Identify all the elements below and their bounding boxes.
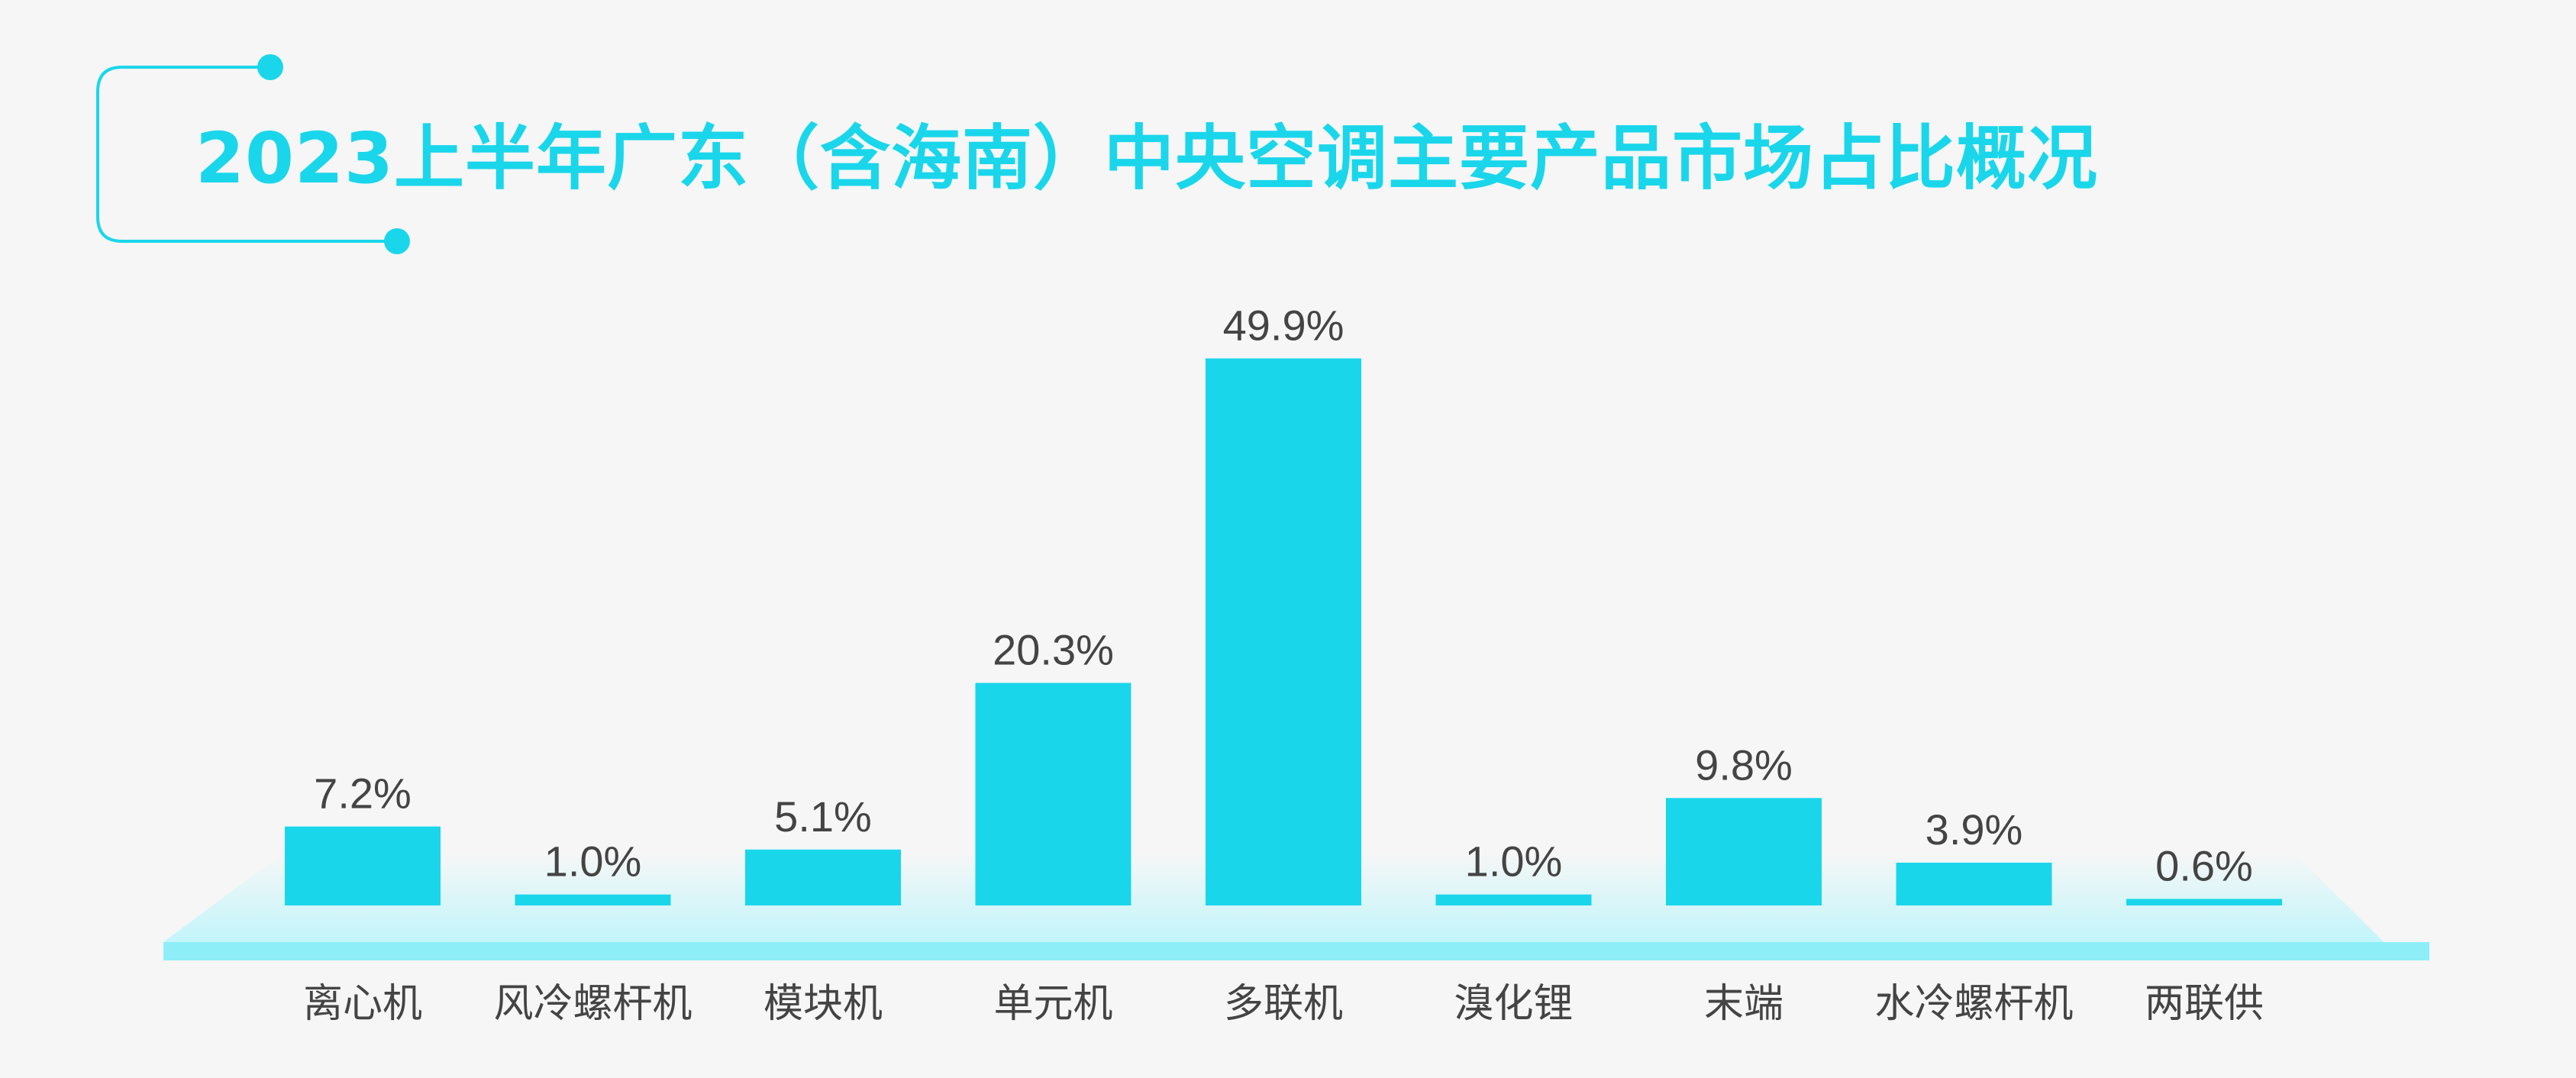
category-labels-group: 离心机 风冷螺杆机 模块机 单元机 多联机 溴化锂 末端 水冷螺杆机 两联供: [303, 981, 2264, 1027]
value-labels-group: 7.2% 1.0% 5.1% 20.3% 49.9% 1.0% 9.8% 3.9% 0.6%: [314, 301, 2253, 889]
value-label-4: 20.3%: [993, 625, 1114, 673]
category-label-3: 模块机: [763, 981, 883, 1027]
value-label-8: 3.9%: [1926, 805, 2023, 854]
value-label-1: 7.2%: [314, 770, 412, 818]
bar-2: [515, 894, 671, 905]
category-label-7: 末端: [1704, 981, 1784, 1027]
value-label-6: 1.0%: [1465, 838, 1563, 886]
bar-4: [975, 683, 1131, 905]
category-label-1: 离心机: [303, 981, 422, 1027]
value-label-2: 1.0%: [544, 838, 642, 886]
chart-title: 2023上半年广东（含海南）中央空调主要产品市场占比概况: [195, 118, 2099, 199]
category-label-6: 溴化锂: [1454, 981, 1573, 1027]
bar-6: [1435, 894, 1592, 905]
value-label-9: 0.6%: [2155, 841, 2253, 889]
category-label-8: 水冷螺杆机: [1874, 981, 2073, 1027]
category-label-2: 风冷螺杆机: [493, 981, 692, 1027]
bar-5: [1206, 358, 1361, 905]
bar-9: [2126, 899, 2282, 905]
bar-8: [1896, 862, 2052, 905]
bar-7: [1666, 798, 1822, 905]
bar-1: [285, 826, 441, 905]
category-label-9: 两联供: [2145, 981, 2264, 1027]
platform-base: [163, 942, 2429, 960]
value-label-5: 49.9%: [1223, 301, 1344, 349]
category-label-5: 多联机: [1224, 981, 1343, 1027]
bars-group: [285, 358, 2282, 905]
value-label-3: 5.1%: [774, 792, 872, 841]
category-label-4: 单元机: [993, 981, 1112, 1027]
bar-3: [745, 849, 901, 905]
value-label-7: 9.8%: [1695, 741, 1793, 789]
